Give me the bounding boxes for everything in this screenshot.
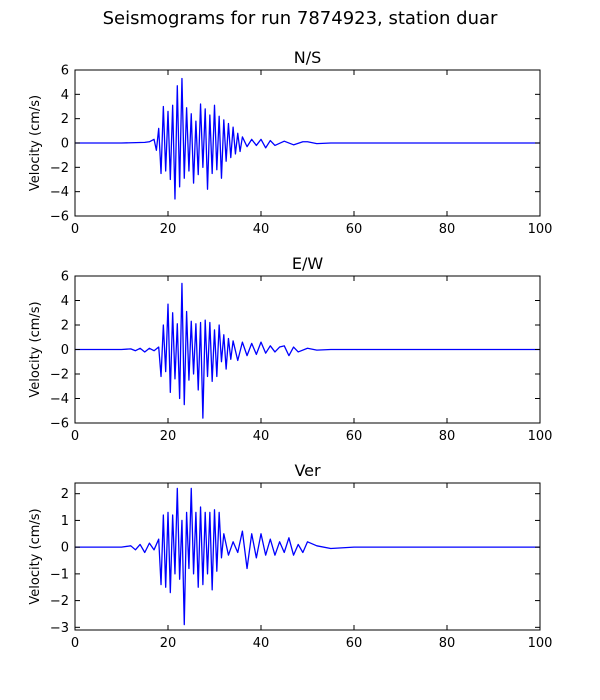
x-tick-label: 80	[439, 222, 456, 237]
panel-title: E/W	[292, 254, 324, 273]
x-tick-label: 60	[346, 429, 363, 444]
axes-frame	[74, 482, 541, 631]
x-tick-label: 80	[439, 429, 456, 444]
y-tick-label: 0	[61, 541, 69, 556]
x-tick-label: 0	[71, 429, 79, 444]
panel-1: 0 20 40 60 80 100 −6 −4 −2 0 2 4 6 N/S Velocity (cm/s)	[28, 48, 552, 237]
y-tick-label: −6	[50, 210, 69, 225]
x-tick-label: 100	[528, 429, 553, 444]
y-tick-label: 4	[61, 88, 69, 103]
y-tick-label: 2	[61, 487, 69, 502]
x-tick-label: 60	[346, 636, 363, 651]
x-tick-label: 40	[253, 222, 270, 237]
x-tick-label: 100	[528, 636, 553, 651]
y-tick-label: −6	[50, 417, 69, 432]
x-tick-label: 40	[253, 429, 270, 444]
x-tick-label: 80	[439, 636, 456, 651]
x-tick-label: 40	[253, 636, 270, 651]
y-tick-label: −1	[50, 567, 69, 582]
y-tick-label: −2	[50, 161, 69, 176]
y-tick-label: −4	[50, 392, 69, 407]
series-line	[75, 77, 540, 200]
y-axis-label: Velocity (cm/s)	[28, 95, 43, 191]
y-tick-label: 4	[61, 294, 69, 309]
y-tick-label: 6	[61, 270, 69, 285]
panel-3: 0 20 40 60 80 100 −3 −2 −1 0 1 2 Ver Velocity (cm/s)	[28, 461, 552, 651]
y-tick-label: 1	[61, 514, 69, 529]
panel-title: Ver	[294, 461, 321, 480]
y-tick-label: 0	[61, 137, 69, 152]
x-tick-label: 0	[71, 636, 79, 651]
figure-title: Seismograms for run 7874923, station dua…	[102, 8, 498, 29]
x-tick-label: 60	[346, 222, 363, 237]
y-axis-label: Velocity (cm/s)	[28, 508, 43, 604]
y-tick-label: −3	[50, 621, 69, 636]
y-tick-label: 2	[61, 319, 69, 334]
x-tick-label: 0	[71, 222, 79, 237]
series-line	[75, 487, 540, 626]
y-tick-label: 6	[61, 64, 69, 79]
x-tick-label: 20	[160, 222, 177, 237]
y-axis-label: Velocity (cm/s)	[28, 301, 43, 397]
panel-2: 0 20 40 60 80 100 −6 −4 −2 0 2 4 6 E/W Velocity (cm/s)	[28, 254, 552, 444]
y-tick-label: −2	[50, 368, 69, 383]
panel-title: N/S	[294, 48, 322, 67]
x-tick-label: 20	[160, 636, 177, 651]
y-tick-label: −4	[50, 185, 69, 200]
y-tick-label: 2	[61, 112, 69, 127]
x-tick-label: 20	[160, 429, 177, 444]
x-tick-label: 100	[528, 222, 553, 237]
y-tick-label: 0	[61, 343, 69, 358]
series-line	[75, 282, 540, 419]
y-tick-label: −2	[50, 594, 69, 609]
